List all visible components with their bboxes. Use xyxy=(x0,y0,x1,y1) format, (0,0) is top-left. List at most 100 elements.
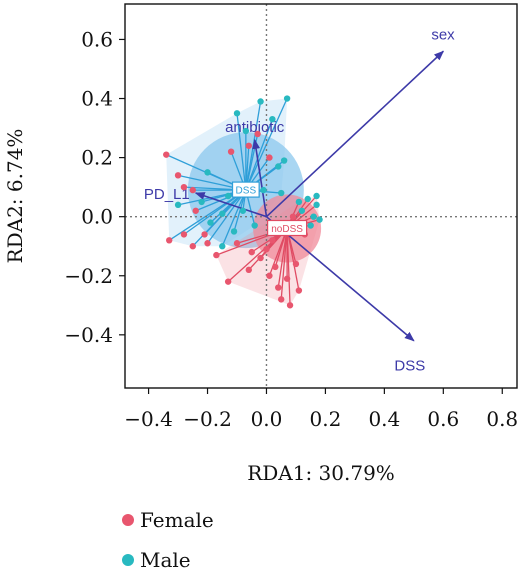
centroid-box-nodss xyxy=(267,219,308,237)
sample-point-female xyxy=(278,296,285,303)
vector-label-dss: DSS xyxy=(394,358,425,375)
sample-point-female xyxy=(192,207,199,214)
sample-point-male xyxy=(204,169,211,176)
sample-point-female xyxy=(174,172,182,179)
sample-point-male xyxy=(251,222,258,229)
sample-point-male xyxy=(230,228,238,235)
x-tick-label: 0.8 xyxy=(486,407,518,431)
vector-arrow-sex xyxy=(265,50,445,218)
sample-point-female xyxy=(189,186,196,194)
sample-point-male xyxy=(283,95,291,102)
group-spoke xyxy=(277,228,288,288)
sample-point-female xyxy=(189,243,196,250)
sample-point-female xyxy=(289,213,297,220)
legend-female-label: Female xyxy=(140,508,214,532)
sample-point-male xyxy=(313,201,320,209)
sample-point-male xyxy=(313,192,320,200)
sample-point-male xyxy=(275,163,282,170)
sample-point-male xyxy=(224,192,232,200)
sample-points xyxy=(163,95,323,309)
sample-point-male xyxy=(278,189,285,197)
sample-point-female xyxy=(286,302,294,309)
group-spoke xyxy=(286,228,300,291)
legend-female-marker xyxy=(122,514,134,526)
group-spoke xyxy=(245,118,273,191)
sample-point-female xyxy=(292,260,300,268)
legend-male-label: Male xyxy=(140,548,191,572)
x-tick-label: 0.4 xyxy=(368,407,400,431)
sample-point-male xyxy=(298,207,306,214)
x-tick-label: −0.2 xyxy=(183,407,232,431)
sample-point-female xyxy=(213,251,220,259)
group-spoke xyxy=(280,228,288,300)
sample-point-male xyxy=(316,216,323,223)
sample-point-male xyxy=(280,157,288,164)
sample-point-male xyxy=(257,98,264,105)
x-tick-label: 0.6 xyxy=(427,407,459,431)
vector-label-pd_l1: PD_L1 xyxy=(144,186,190,203)
sample-point-female xyxy=(227,148,235,155)
group-spoke xyxy=(286,228,291,306)
y-tick-label: 0.2 xyxy=(81,146,113,170)
sample-point-male xyxy=(269,116,276,123)
sample-point-male xyxy=(304,195,311,203)
sample-point-male xyxy=(260,186,267,194)
sample-point-female xyxy=(248,248,255,256)
x-tick-label: −0.4 xyxy=(124,407,173,431)
sample-point-female xyxy=(180,231,188,238)
environmental-vectors: sex antibiotic PD_L1 DSS xyxy=(144,26,455,374)
group-spoke xyxy=(227,228,288,283)
x-tick-label: 0.2 xyxy=(310,407,342,431)
group-centroids: DSS noDSS xyxy=(231,181,308,237)
legend-male: Male xyxy=(122,548,191,572)
sample-point-male xyxy=(174,201,182,209)
y-tick-label: −0.4 xyxy=(64,323,113,347)
sample-point-male xyxy=(239,207,247,214)
sample-point-female xyxy=(272,263,279,271)
sample-point-female xyxy=(266,272,273,279)
sample-point-female xyxy=(245,142,252,149)
sample-point-female xyxy=(233,240,241,247)
vector-arrow-antibiotic xyxy=(252,138,268,217)
sample-point-female xyxy=(204,240,211,247)
vector-label-antibiotic: antibiotic xyxy=(225,119,285,136)
sample-point-male xyxy=(219,210,226,217)
centroid-box-dss xyxy=(231,181,260,198)
sample-point-female xyxy=(263,245,270,253)
sample-point-female xyxy=(166,237,173,244)
y-tick-label: −0.2 xyxy=(64,264,113,288)
vector-arrow-pd_l1 xyxy=(194,192,267,218)
sample-point-male xyxy=(295,198,303,206)
legend-male-marker xyxy=(122,554,134,566)
legend-female: Female xyxy=(122,508,214,532)
group-spoke xyxy=(192,189,247,247)
rda-biplot: sex antibiotic PD_L1 DSS DSS noDSS −0.4 −0.2 0… xyxy=(3,3,518,485)
sample-point-female xyxy=(269,237,276,244)
sample-point-male xyxy=(310,213,317,220)
sample-point-female xyxy=(254,130,261,138)
sample-point-female xyxy=(275,284,282,291)
y-axis-title: RDA2: 6.74% xyxy=(3,129,27,264)
axis-ticks: −0.4 −0.2 0.0 0.2 0.4 0.6 0.80.60.40.20.0−0.2−… xyxy=(64,27,518,431)
y-tick-label: 0.6 xyxy=(81,27,113,51)
vector-label-sex: sex xyxy=(431,26,455,43)
vector-arrow-dss xyxy=(265,216,415,342)
sample-point-male xyxy=(219,243,226,250)
sample-point-female xyxy=(224,278,232,285)
reference-lines xyxy=(125,4,517,388)
sample-point-female xyxy=(245,266,252,274)
sample-point-male xyxy=(207,219,214,226)
sample-point-female xyxy=(295,287,303,294)
sample-point-female xyxy=(163,151,170,158)
x-tick-label: 0.0 xyxy=(251,407,283,431)
x-axis-title: RDA1: 30.79% xyxy=(247,461,395,485)
sample-point-male xyxy=(233,110,241,117)
sample-point-female xyxy=(266,154,273,161)
sample-point-female xyxy=(257,254,264,262)
sample-point-female xyxy=(180,183,188,191)
centroid-label-dss: DSS xyxy=(236,186,257,197)
sample-point-male xyxy=(242,127,250,135)
plot-frame xyxy=(124,3,518,389)
y-tick-label: 0.4 xyxy=(81,87,113,111)
centroid-label-nodss: noDSS xyxy=(271,224,303,235)
